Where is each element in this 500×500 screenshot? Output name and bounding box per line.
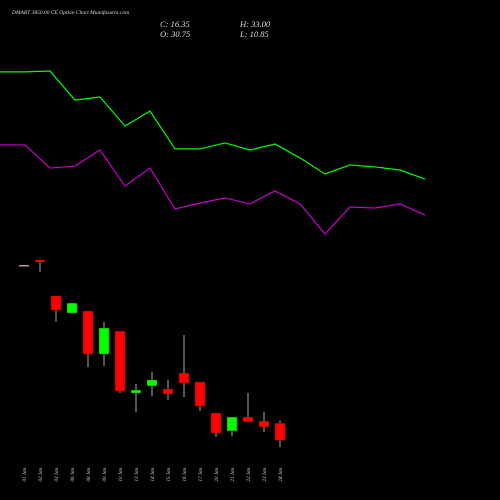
candle-body — [114, 330, 126, 392]
x-tick-label: 23 Jan — [263, 468, 268, 482]
candle-body — [98, 327, 110, 355]
x-tick-label: 13 Jan — [135, 468, 140, 482]
x-tick-label: 24 Jan — [279, 468, 284, 482]
candle-body — [50, 295, 62, 311]
x-tick-label: 14 Jan — [151, 468, 156, 482]
candle-body — [258, 420, 270, 428]
candle-body — [82, 310, 94, 355]
x-tick-label: 08 Jan — [87, 468, 92, 482]
x-tick-label: 06 Jan — [71, 468, 76, 482]
x-tick-label: 10 Jan — [119, 468, 124, 482]
x-tick-label: 21 Jan — [231, 468, 236, 482]
indicator-line — [0, 70, 426, 180]
x-tick-label: 03 Jan — [55, 468, 60, 482]
candle-body — [66, 302, 78, 314]
candle-body — [242, 416, 254, 423]
x-tick-label: 01 Jan — [23, 468, 28, 482]
candle-body — [210, 412, 222, 434]
close-label: C: 16.35 — [160, 19, 190, 29]
candle-body — [162, 388, 174, 395]
x-tick-label: 20 Jan — [215, 468, 220, 482]
candle-body — [130, 389, 142, 394]
candle-body — [194, 381, 206, 407]
x-tick-label: 15 Jan — [167, 468, 172, 482]
low-label: L: 10.85 — [239, 29, 269, 39]
candle-body — [178, 372, 190, 384]
indicator-line — [0, 144, 426, 235]
candle-body — [34, 259, 46, 263]
x-tick-label: 02 Jan — [39, 468, 44, 482]
candle-body — [226, 416, 238, 432]
open-label: O: 30.75 — [160, 29, 190, 39]
chart-title: DMART 3850.00 CE Option Chart Munafasutr… — [11, 9, 129, 16]
candle-body — [274, 422, 286, 441]
candle-body — [146, 379, 158, 387]
candle-body — [18, 264, 30, 267]
x-tick-label: 22 Jan — [247, 468, 252, 482]
x-tick-label: 09 Jan — [103, 468, 108, 482]
x-tick-label: 17 Jan — [199, 468, 204, 482]
x-tick-label: 16 Jan — [183, 468, 188, 482]
high-label: H: 33.00 — [239, 19, 271, 29]
